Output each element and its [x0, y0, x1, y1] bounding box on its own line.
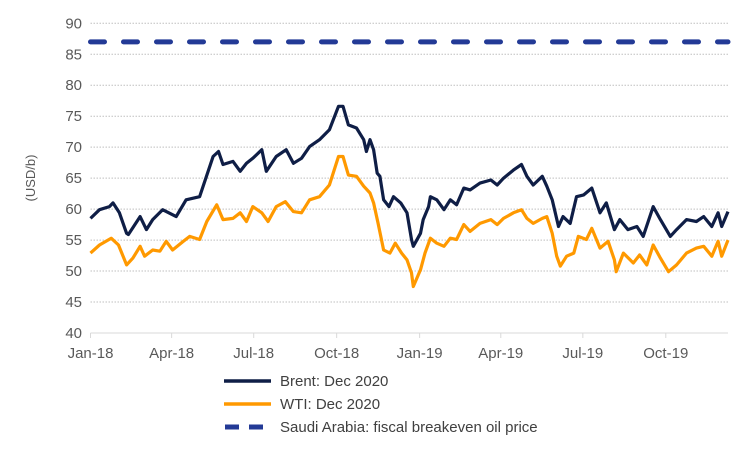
y-tick-label: 55: [65, 232, 82, 249]
legend-label: WTI: Dec 2020: [280, 396, 380, 413]
x-axis-ticks: Jan-18 Apr-18 Jul-18 Oct-18 Jan-19 Apr-19 Jul-…: [68, 333, 688, 362]
series-lines: [88, 39, 731, 289]
legend-label: Saudi Arabia: fiscal breakeven oil price: [280, 419, 538, 436]
y-tick-label: 45: [65, 294, 82, 311]
y-tick-label: 60: [65, 201, 82, 218]
y-axis-label: (USD/b): [23, 155, 38, 202]
y-tick-label: 65: [65, 170, 82, 187]
legend: Brent: Dec 2020 WTI: Dec 2020 Saudi Arabia…: [224, 373, 538, 436]
y-tick-label: 70: [65, 139, 82, 156]
series-line-0: [89, 104, 730, 248]
x-tick-label: Apr-18: [149, 345, 194, 362]
y-tick-label: 40: [65, 325, 82, 342]
series-line-1: [89, 154, 730, 289]
x-tick-label: Oct-18: [314, 345, 359, 362]
x-tick-label: Jan-19: [397, 345, 443, 362]
y-tick-label: 75: [65, 108, 82, 125]
x-tick-label: Apr-19: [478, 345, 523, 362]
y-tick-label: 50: [65, 263, 82, 280]
x-tick-label: Jan-18: [68, 345, 114, 362]
y-tick-label: 80: [65, 77, 82, 94]
y-tick-label: 90: [65, 15, 82, 32]
y-tick-label: 85: [65, 46, 82, 63]
x-tick-label: Jul-18: [233, 345, 274, 362]
x-tick-label: Jul-19: [562, 345, 603, 362]
y-axis-ticks: 40 45 50 55 60 65 70 75 80 85 90: [65, 15, 82, 342]
x-tick-label: Oct-19: [643, 345, 688, 362]
legend-label: Brent: Dec 2020: [280, 373, 388, 390]
